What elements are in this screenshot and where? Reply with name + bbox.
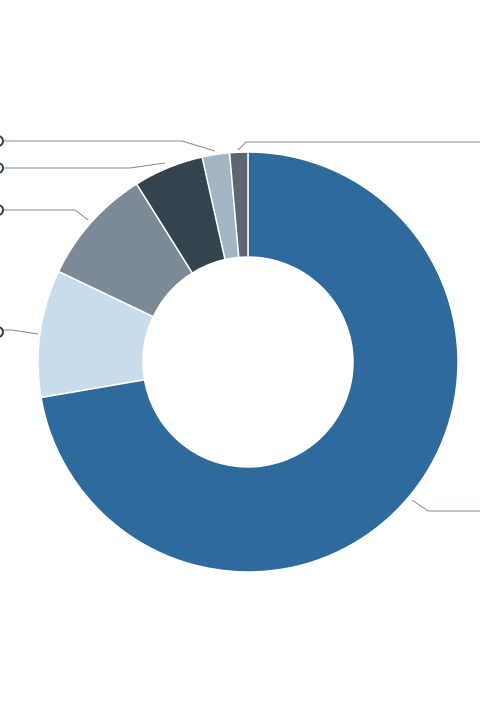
leader-line	[411, 499, 480, 512]
leader-lines	[0, 135, 480, 512]
leader-line	[0, 209, 89, 221]
label-marker	[0, 135, 4, 147]
label-marker	[0, 326, 4, 338]
leader-line	[0, 162, 166, 169]
donut-segment	[228, 151, 249, 259]
donut-segment	[40, 151, 459, 573]
leader-line	[237, 141, 480, 151]
leader-line	[0, 140, 216, 152]
leader-line	[0, 329, 39, 335]
label-marker	[0, 162, 4, 174]
label-marker	[0, 204, 4, 216]
